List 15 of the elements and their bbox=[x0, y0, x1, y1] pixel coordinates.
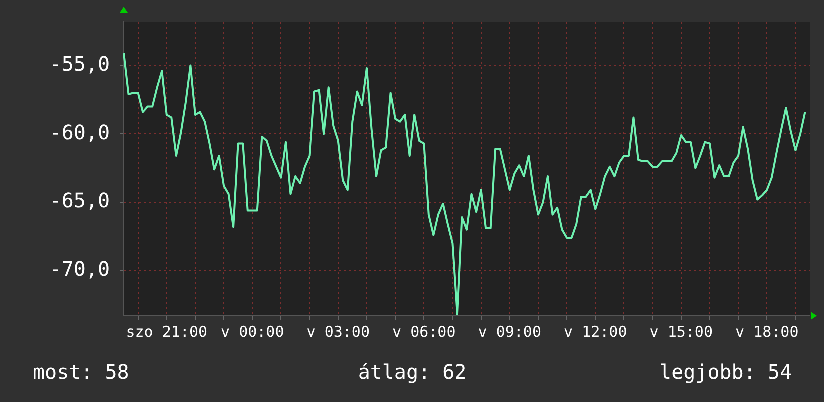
text: átlag: 62 bbox=[358, 360, 467, 384]
x-tick-label: v 09:00 bbox=[478, 322, 542, 341]
y-tick-label: -60,0 bbox=[50, 120, 110, 144]
x-tick-label: v 15:00 bbox=[650, 322, 713, 341]
y-tick-label: -65,0 bbox=[50, 188, 110, 213]
x-tick-label: v 12:00 bbox=[564, 322, 628, 341]
text: legjobb: 54 bbox=[660, 360, 792, 384]
x-tick-label: v 00:00 bbox=[221, 322, 284, 341]
x-tick-label: v 03:00 bbox=[306, 322, 370, 341]
text: most: 58 bbox=[33, 360, 130, 384]
y-tick-label: -55,0 bbox=[50, 52, 110, 76]
x-tick-label: szo 21:00 bbox=[126, 322, 208, 341]
x-tick-label: v 06:00 bbox=[392, 322, 456, 341]
x-tick-label: v 18:00 bbox=[736, 322, 799, 341]
y-tick-label: -70,0 bbox=[50, 257, 110, 282]
